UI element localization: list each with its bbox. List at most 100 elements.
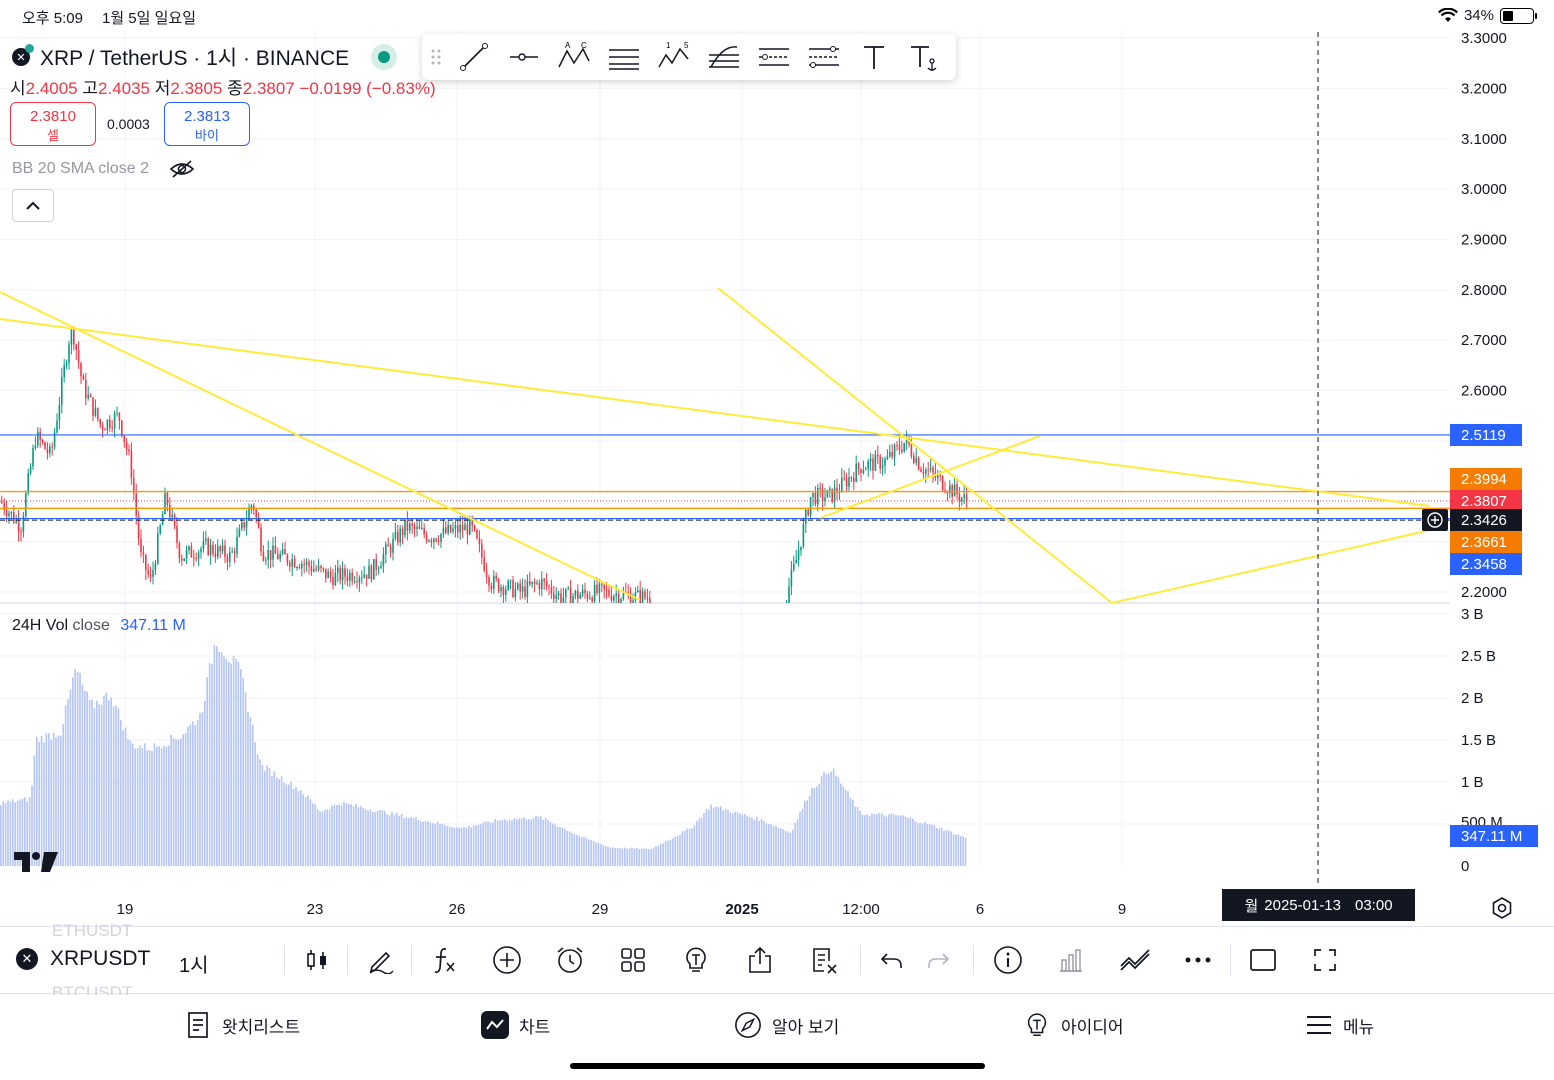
candle-body [207,538,209,555]
candle-body [197,552,200,559]
candle-body [514,588,517,597]
ideas-button[interactable] [678,942,714,978]
candle-body [385,544,387,555]
fib-channel-tool[interactable] [806,39,842,75]
candle-body [152,570,154,578]
candle-body [915,457,917,463]
volume-bar [679,834,681,866]
candle-body [310,566,313,572]
anchored-text-tool[interactable] [906,39,942,75]
alert-button[interactable] [552,942,588,978]
volume-bar [381,810,384,866]
symbol-info-button[interactable] [990,942,1026,978]
volume-bar [321,811,324,866]
chart-type-button[interactable] [299,942,335,978]
layout-button[interactable] [615,942,651,978]
parallel-channel-icon [609,49,639,70]
fullscreen-button[interactable] [1307,942,1343,978]
layout-single-button[interactable] [1245,942,1281,978]
horizontal-ray-tool[interactable] [506,39,542,75]
add-button[interactable] [489,942,525,978]
price-tag-2.3807: 2.3807 [1450,490,1522,512]
volume-bar [422,821,424,866]
candle-body [481,544,483,558]
collapse-legend-button[interactable] [12,189,54,222]
eye-hidden-icon[interactable] [169,159,195,179]
sell-label: 셀 [47,128,59,143]
indicator-legend[interactable]: BB 20 SMA close 2 [12,159,195,179]
candle-body [392,538,394,553]
toolbar-divider [1230,945,1231,975]
candle-body [442,527,445,534]
volume-bar [933,825,936,866]
candle-body [435,538,437,541]
tab-ideas[interactable]: 아이디어 [1023,1011,1124,1039]
volume-bar [127,739,129,866]
text-tool[interactable] [856,39,892,75]
symbol-legend[interactable]: ✕ XRP / TetherUS · 1시 · BINANCE [12,42,398,72]
candle-body [445,527,447,533]
volume-bar [268,768,271,866]
buy-price: 2.3813 [184,108,230,125]
volume-bar [652,847,655,866]
volume-bar [900,815,902,866]
volume-bar [734,811,736,866]
volume-bar [597,842,600,866]
volume-bar [480,824,482,866]
volume-bar [410,817,412,866]
tab-explore[interactable]: 알아 보기 [734,1011,839,1039]
volume-bar [81,684,84,866]
more-button[interactable] [1180,942,1216,978]
candle-body [473,525,476,530]
volume-legend[interactable]: 24H Vol close 347.11 M [12,617,186,635]
candle-body [574,590,577,597]
volume-bar [720,806,722,866]
tab-chart[interactable]: 차트 [481,1011,550,1039]
drawing-tools-button[interactable] [363,942,399,978]
volume-bar [760,818,763,866]
time-tick-label: 29 [592,901,609,918]
candle-body [872,458,874,471]
tab-menu[interactable]: 메뉴 [1305,1011,1374,1039]
undo-button[interactable] [873,942,909,978]
candle-body [269,550,272,560]
candle-body [219,546,221,551]
candle-body [857,463,860,469]
share-button[interactable] [742,942,778,978]
price-chart[interactable]: 3.3000 3.2000 3.1000 3.0000 2.9000 2.8000 2.70… [0,0,1554,926]
drag-handle-icon[interactable] [430,47,442,67]
symbol-selector[interactable]: ✕ XRPUSDT [16,947,150,971]
volume-bar [640,848,643,866]
candle-body [77,350,80,364]
chart-settings-icon[interactable] [1490,896,1514,920]
volume-bar [715,806,717,866]
volume-bar [763,821,765,866]
fib-extension-tool[interactable] [756,39,792,75]
volume-bar [384,810,386,866]
volume-bar [432,823,434,866]
compare-button[interactable] [1117,942,1153,978]
volume-bar [340,805,343,866]
tab-watchlist[interactable]: 왓치리스트 [184,1011,300,1039]
sell-button[interactable]: 2.3810 셀 [10,102,96,146]
interval-selector[interactable]: 1시 [179,955,209,977]
volume-bar [662,843,664,866]
candle-body [901,449,903,452]
fib-retracement-tool[interactable] [706,39,742,75]
buy-button[interactable]: 2.3813 바이 [164,102,250,146]
candle-body [821,489,824,501]
candle-body [305,561,308,565]
trend-line-tool[interactable] [456,39,492,75]
volume-bar [463,827,465,866]
remove-drawings-button[interactable] [806,942,842,978]
parallel-channel-tool[interactable] [606,39,642,75]
bar-chart-icon [1060,949,1082,972]
volume-bar [324,809,326,866]
candle-body [790,569,793,587]
financials-button[interactable] [1053,942,1089,978]
indicators-button[interactable] [426,942,462,978]
redo-button[interactable] [921,942,957,978]
volume-bar [153,743,156,866]
